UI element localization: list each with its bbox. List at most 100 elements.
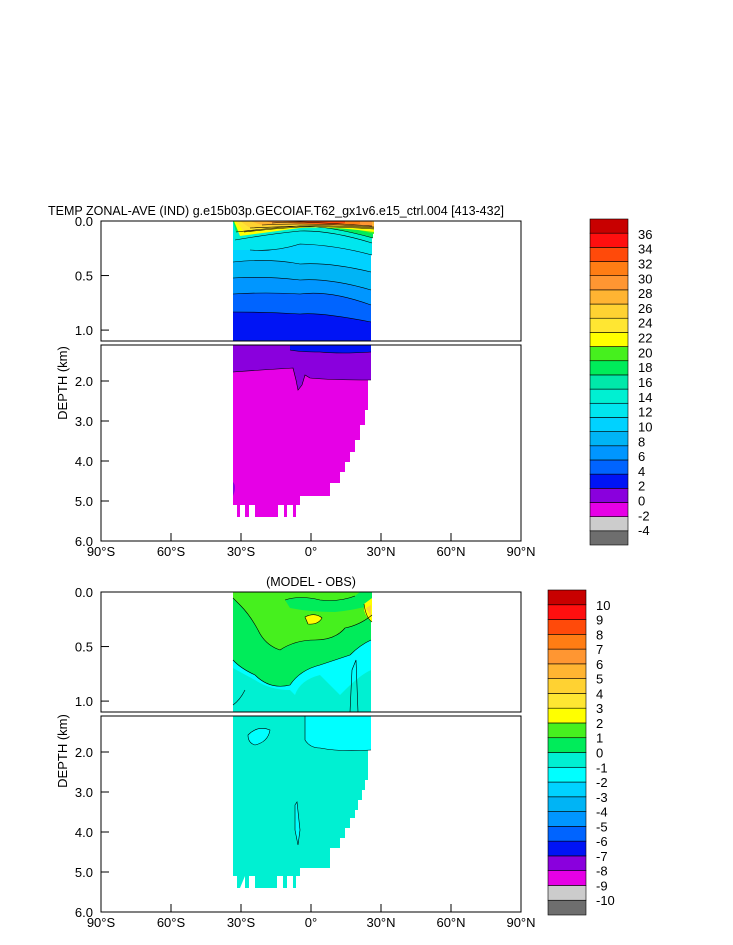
colorbar-label: 6 [638, 449, 645, 464]
colorbar-label: 9 [596, 613, 603, 628]
x-tick-label: 60°S [157, 915, 186, 930]
colorbar-label: 1 [596, 731, 603, 746]
colorbar-label: -3 [596, 790, 608, 805]
colorbar-swatch [547, 737, 587, 753]
colorbar-label: 2 [638, 479, 645, 494]
colorbar-label: 3 [596, 701, 603, 716]
colorbar-label: 28 [638, 286, 652, 301]
y-tick-label: 2.0 [75, 745, 93, 760]
colorbar-swatch [547, 722, 587, 739]
colorbar-label: 24 [638, 316, 652, 331]
colorbar-swatch [589, 232, 629, 248]
x-tick-label: 30°N [366, 544, 395, 559]
colorbar-swatch [547, 693, 587, 709]
colorbar-swatch [547, 885, 587, 901]
diff-panel: (MODEL - OBS) [55, 575, 615, 930]
diff-title: (MODEL - OBS) [266, 575, 356, 589]
colorbar-label: 18 [638, 360, 652, 375]
colorbar-label: 30 [638, 271, 652, 286]
colorbar-label: -4 [638, 523, 650, 538]
y-tick-label: 4.0 [75, 454, 93, 469]
colorbar-label: -2 [596, 775, 608, 790]
colorbar-label: -8 [596, 864, 608, 879]
colorbar-label: 14 [638, 390, 652, 405]
colorbar-label: 5 [596, 672, 603, 687]
colorbar-swatch [589, 247, 629, 262]
x-tick-label: 30°S [227, 544, 256, 559]
colorbar-label: 16 [638, 375, 652, 390]
colorbar-label: -2 [638, 508, 650, 523]
x-tick-label: 0° [305, 544, 317, 559]
x-tick-label: 90°N [506, 544, 535, 559]
diff-axes: 90°S 60°S 30°S 0° 30°N 60°N 90°N 0.0 0.5 1.0 2.0 3.… [75, 585, 536, 930]
temp-lower-fields [232, 345, 372, 517]
colorbar-label: 8 [596, 627, 603, 642]
y-tick-label: 5.0 [75, 494, 93, 509]
y-tick-label: 4.0 [75, 825, 93, 840]
y-tick-label: 3.0 [75, 414, 93, 429]
colorbar-swatch [589, 530, 629, 546]
y-tick-label: 6.0 [75, 905, 93, 920]
diff-upper-fields [232, 592, 373, 713]
diff-lower-fields [233, 716, 372, 888]
colorbar-swatch [589, 473, 629, 489]
colorbar-label: 10 [596, 598, 610, 613]
colorbar-label: 4 [638, 464, 645, 479]
x-tick-label: 60°N [436, 544, 465, 559]
y-tick-label: 5.0 [75, 865, 93, 880]
colorbar-swatch [589, 402, 629, 418]
y-tick-label: 2.0 [75, 374, 93, 389]
colorbar-label: 8 [638, 434, 645, 449]
colorbar-swatch [547, 766, 587, 783]
colorbar-swatch [589, 431, 629, 447]
colorbar-swatch [589, 303, 629, 319]
y-tick-label: 6.0 [75, 534, 93, 549]
colorbar-swatch [589, 502, 629, 517]
colorbar-swatch [547, 619, 587, 635]
colorbar-swatch [547, 678, 587, 694]
x-tick-label: 0° [305, 915, 317, 930]
colorbar-label: -7 [596, 849, 608, 864]
y-tick-label: 1.0 [75, 323, 93, 338]
colorbar-swatch [589, 445, 629, 461]
colorbar-label: 32 [638, 256, 652, 271]
colorbar-swatch [547, 663, 587, 679]
diff-ylabel: DEPTH (km) [55, 714, 70, 788]
y-tick-label: 3.0 [75, 785, 93, 800]
temp-upper-fields [232, 221, 375, 341]
x-tick-label: 60°N [436, 915, 465, 930]
colorbar-swatch [589, 332, 629, 347]
colorbar-label: -6 [596, 834, 608, 849]
temp-panel: TEMP ZONAL-AVE (IND) g.e15b03p.GECOIAF.T… [48, 204, 652, 559]
colorbar-label: 22 [638, 331, 652, 346]
y-tick-label: 0.5 [75, 269, 93, 284]
colorbar-label: 12 [638, 405, 652, 420]
y-tick-label: 0.0 [75, 585, 93, 600]
colorbar-swatch [547, 870, 587, 886]
colorbar-swatch [547, 604, 587, 620]
colorbar-label: 10 [638, 419, 652, 434]
colorbar-label: -9 [596, 878, 608, 893]
colorbar-label: -1 [596, 760, 608, 775]
colorbar-label: 34 [638, 242, 652, 257]
colorbar-swatch [589, 459, 629, 475]
colorbar-swatch [589, 346, 629, 362]
colorbar-label: 26 [638, 301, 652, 316]
colorbar-label: -4 [596, 805, 608, 820]
colorbar-swatch [589, 317, 629, 333]
y-tick-label: 0.5 [75, 640, 93, 655]
colorbar-swatch [547, 648, 587, 665]
colorbar-label: 2 [596, 716, 603, 731]
colorbar-label: 7 [596, 642, 603, 657]
colorbar-swatch [547, 796, 587, 812]
colorbar-swatch [547, 781, 587, 798]
colorbar-swatch [589, 488, 629, 503]
x-tick-label: 90°N [506, 915, 535, 930]
colorbar-swatch [589, 289, 629, 305]
colorbar-label: 36 [638, 227, 652, 242]
colorbar-label: 0 [638, 494, 645, 509]
colorbar-swatch [547, 899, 587, 916]
colorbar-label: 6 [596, 657, 603, 672]
